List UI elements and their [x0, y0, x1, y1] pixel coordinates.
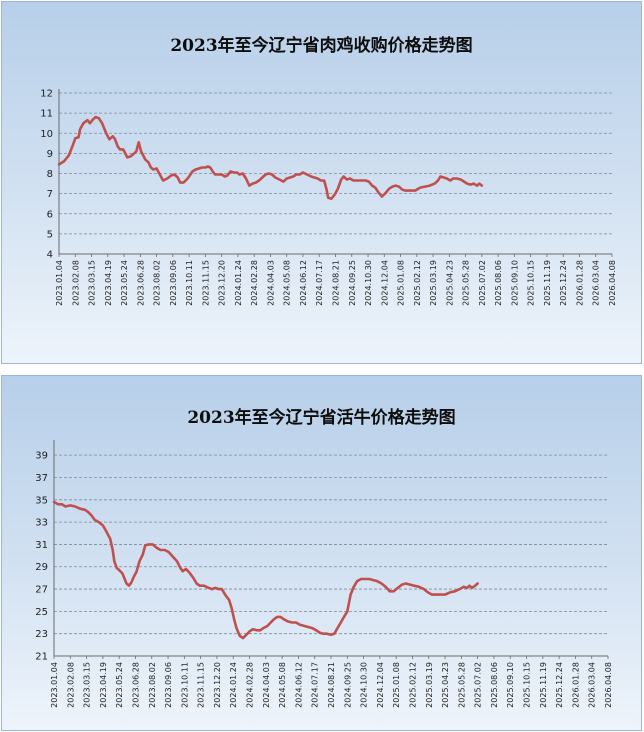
x-tick-label: 2025.04.23: [441, 662, 450, 708]
y-tick-label: 8: [47, 169, 53, 180]
x-tick-label: 2023.11.15: [197, 662, 206, 708]
x-tick-label: 2024.10.30: [364, 260, 373, 306]
x-tick-label: 2026.03.04: [588, 662, 597, 708]
x-tick-label: 2024.12.04: [376, 662, 385, 708]
x-tick-label: 2024.04.03: [262, 662, 271, 708]
x-tick-label: 2023.06.28: [136, 260, 145, 306]
x-tick-label: 2023.10.11: [180, 662, 189, 708]
x-tick-label: 2024.07.17: [311, 662, 320, 708]
x-tick-label: 2023.09.06: [164, 662, 173, 708]
x-tick-label: 2023.05.24: [115, 662, 124, 708]
cattle-price-chart: 2023年至今辽宁省活牛价格走势图 21 23 25 27 29 31 33 35 37 39 20…: [1, 375, 642, 731]
x-tick-label: 2026.04.08: [608, 260, 617, 306]
x-tick-label: 2026.01.28: [575, 260, 584, 306]
x-tick-label: 2023.05.24: [120, 260, 129, 306]
x-tick-label: 2023.02.08: [71, 260, 80, 306]
x-tick-label: 2024.05.08: [278, 662, 287, 708]
x-tick-label: 2024.06.12: [299, 260, 308, 306]
y-tick-label: 7: [47, 189, 53, 200]
x-tick-label: 2023.01.04: [55, 260, 64, 306]
chart-title: 2023年至今辽宁省活牛价格走势图: [187, 408, 456, 428]
broiler-price-plot: 4 5 6 7 8 9 10 11 12 2023.01.04 2023.02.08 2023.03.…: [40, 89, 617, 306]
y-tick-label: 12: [40, 89, 53, 100]
x-tick-label: 2025.10.15: [523, 662, 532, 708]
x-tick-label: 2025.11.19: [539, 662, 548, 708]
y-tick-label: 31: [35, 540, 48, 551]
x-tick-label: 2024.08.21: [327, 662, 336, 708]
y-tick-label: 37: [35, 473, 48, 484]
x-tick-label: 2024.07.17: [315, 260, 324, 306]
x-tick-label: 2025.01.08: [392, 662, 401, 708]
x-tick-label: 2024.01.24: [229, 662, 238, 708]
y-tick-label: 25: [35, 607, 48, 618]
x-tick-label: 2023.02.08: [66, 662, 75, 708]
x-tick-label: 2023.01.04: [50, 662, 59, 708]
y-tick-label: 23: [35, 629, 48, 640]
cattle-price-plot: 21 23 25 27 29 31 33 35 37 39 2023.01.04 2023.02.08…: [35, 440, 613, 708]
y-tick-label: 39: [35, 451, 48, 462]
y-tick-label: 35: [35, 495, 48, 506]
x-tick-label: 2023.04.19: [104, 260, 113, 306]
x-tick-label: 2025.03.19: [425, 662, 434, 708]
x-tick-label: 2023.10.11: [185, 260, 194, 306]
x-tick-label: 2025.12.24: [559, 260, 568, 306]
y-tick-label: 10: [40, 129, 53, 140]
x-tick-label: 2023.06.28: [131, 662, 140, 708]
x-tick-label: 2024.02.28: [250, 260, 259, 306]
x-tick-label: 2023.08.02: [153, 260, 162, 306]
x-tick-label: 2025.11.19: [543, 260, 552, 306]
x-tick-label: 2023.12.20: [213, 662, 222, 708]
x-tick-label: 2024.08.21: [332, 260, 341, 306]
x-tick-label: 2026.03.04: [592, 260, 601, 306]
x-tick-label: 2026.04.08: [604, 662, 613, 708]
x-tick-label: 2024.10.30: [360, 662, 369, 708]
x-tick-label: 2025.05.28: [462, 260, 471, 306]
x-tick-label: 2024.01.24: [234, 260, 243, 306]
x-tick-label: 2025.12.24: [555, 662, 564, 708]
y-tick-label: 11: [40, 109, 53, 120]
x-tick-label: 2024.05.08: [283, 260, 292, 306]
x-tick-label: 2025.08.06: [490, 662, 499, 708]
price-series-line: [57, 115, 484, 200]
x-tick-label: 2024.06.12: [294, 662, 303, 708]
x-tick-label: 2025.01.08: [397, 260, 406, 306]
x-tick-label: 2025.09.10: [506, 662, 515, 708]
y-tick-label: 27: [35, 585, 48, 596]
y-tick-label: 6: [47, 209, 53, 220]
x-tick-label: 2023.03.15: [83, 662, 92, 708]
broiler-price-chart: 2023年至今辽宁省肉鸡收购价格走势图 4 5 6 7 8 9 10 11 12 2023.01.…: [1, 1, 642, 364]
x-tick-label: 2025.10.15: [527, 260, 536, 306]
chart-title: 2023年至今辽宁省肉鸡收购价格走势图: [170, 36, 473, 56]
x-tick-label: 2025.03.19: [429, 260, 438, 306]
x-tick-label: 2025.07.02: [474, 662, 483, 708]
y-tick-label: 5: [47, 229, 53, 240]
x-tick-label: 2024.09.25: [343, 662, 352, 708]
x-tick-label: 2023.12.20: [218, 260, 227, 306]
x-tick-label: 2023.09.06: [169, 260, 178, 306]
y-tick-label: 21: [35, 652, 48, 663]
x-tick-label: 2023.03.15: [88, 260, 97, 306]
y-tick-label: 4: [47, 250, 53, 261]
x-tick-label: 2025.08.06: [494, 260, 503, 306]
x-tick-label: 2024.12.04: [380, 260, 389, 306]
x-tick-label: 2024.02.28: [246, 662, 255, 708]
x-tick-label: 2025.09.10: [510, 260, 519, 306]
x-tick-label: 2026.01.28: [571, 662, 580, 708]
x-tick-label: 2025.05.28: [457, 662, 466, 708]
x-tick-label: 2024.04.03: [266, 260, 275, 306]
x-tick-label: 2023.11.15: [201, 260, 210, 306]
x-tick-label: 2024.09.25: [348, 260, 357, 306]
x-tick-label: 2023.04.19: [99, 662, 108, 708]
x-tick-label: 2025.02.12: [413, 260, 422, 306]
x-tick-label: 2025.02.12: [408, 662, 417, 708]
price-series-line: [52, 500, 479, 640]
y-tick-label: 33: [35, 518, 48, 529]
y-tick-label: 29: [35, 562, 48, 573]
x-tick-label: 2025.04.23: [445, 260, 454, 306]
x-tick-label: 2025.07.02: [478, 260, 487, 306]
x-tick-label: 2023.08.02: [148, 662, 157, 708]
y-tick-label: 9: [47, 149, 53, 160]
